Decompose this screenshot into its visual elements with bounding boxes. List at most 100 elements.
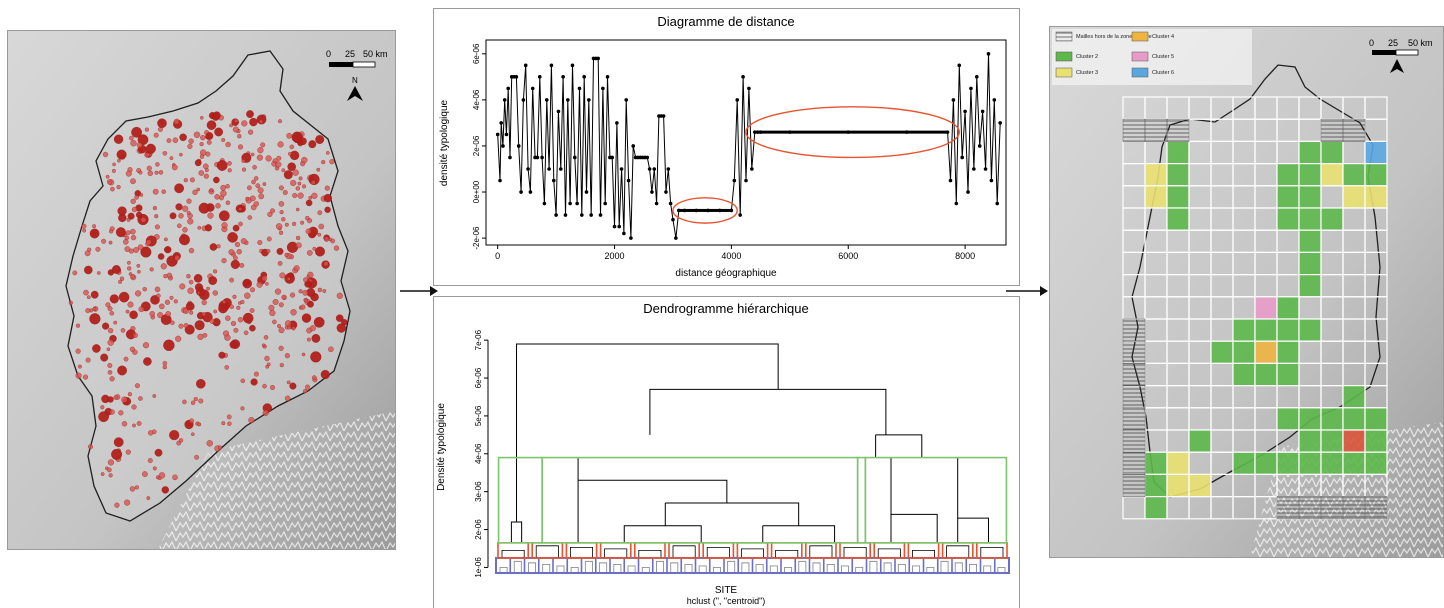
data-point (617, 224, 622, 229)
grid-cell (1276, 362, 1300, 387)
site-point (87, 247, 92, 252)
site-point (147, 170, 153, 177)
site-point (277, 141, 284, 148)
site-point (301, 156, 308, 164)
y-tick-label: 4e-06 (474, 443, 483, 464)
site-point (116, 185, 121, 190)
leaf-branch (997, 566, 1006, 573)
site-point (152, 394, 157, 398)
site-point (105, 174, 110, 179)
series-line (497, 53, 1001, 239)
site-point (336, 323, 346, 333)
dendrogram-chart: Dendrogramme hiérarchique Densité typolo… (436, 301, 1010, 606)
grid-cell (1298, 207, 1322, 231)
site-point (213, 176, 220, 184)
out-of-area-cell (1122, 474, 1146, 497)
grid-cell (1144, 496, 1168, 520)
site-point (72, 270, 78, 276)
site-point (127, 266, 132, 271)
site-point (136, 421, 142, 426)
site-point (162, 360, 168, 366)
dendrogram-branches (495, 343, 1010, 575)
site-point (107, 327, 114, 334)
site-point (256, 281, 263, 288)
data-point (960, 155, 964, 160)
method-label: hclust (", "centroid") (687, 596, 766, 606)
site-point (89, 313, 101, 325)
site-point (246, 110, 254, 118)
site-point (278, 327, 285, 334)
cluster-branch (843, 546, 867, 558)
site-point (297, 181, 302, 186)
site-point (199, 289, 210, 301)
site-point (278, 201, 285, 207)
site-point (102, 151, 109, 158)
x-tick-label: 6000 (838, 251, 858, 261)
data-point (846, 130, 851, 134)
site-point (315, 135, 325, 144)
cluster-grid (1122, 96, 1388, 520)
cut-box-red (975, 542, 1008, 559)
leaf-branch (812, 562, 821, 573)
site-point (321, 160, 326, 165)
site-point (290, 179, 297, 187)
site-point (185, 301, 195, 311)
site-point (247, 185, 252, 191)
site-point (233, 255, 238, 261)
cut-box-red (941, 542, 974, 559)
out-of-area-cell (1320, 496, 1344, 520)
site-point (262, 182, 267, 186)
site-point (250, 287, 255, 293)
site-point (123, 356, 129, 362)
leaf-branch (826, 563, 835, 573)
legend-background (1052, 29, 1252, 85)
site-point (145, 239, 152, 245)
site-point (198, 398, 204, 404)
grid-cell (1320, 163, 1344, 187)
site-point (316, 167, 321, 172)
grid-cell (1364, 163, 1388, 187)
site-point (317, 287, 323, 293)
site-point (229, 304, 234, 310)
data-point (631, 144, 636, 148)
site-point (221, 222, 228, 229)
site-point (169, 295, 174, 300)
data-point (661, 114, 666, 118)
site-point (186, 274, 191, 279)
site-point (138, 170, 143, 175)
site-point (209, 243, 218, 251)
chart-title: Dendrogramme hiérarchique (643, 301, 808, 316)
site-point (287, 277, 291, 281)
out-of-area-cell (1122, 340, 1146, 364)
upper-branch (510, 521, 523, 543)
data-point (615, 121, 619, 125)
site-point (178, 438, 184, 443)
grid-cell (1144, 451, 1168, 476)
site-point (228, 249, 235, 256)
site-point (107, 363, 113, 368)
site-point (106, 467, 112, 473)
data-point (498, 178, 502, 183)
data-point (551, 178, 556, 183)
data-point (744, 178, 748, 183)
site-point (301, 313, 312, 323)
site-point (125, 170, 132, 177)
legend-swatch (1055, 67, 1073, 78)
grid-cell (1298, 140, 1322, 165)
data-point (717, 208, 722, 213)
site-point (253, 371, 259, 377)
site-point (288, 152, 292, 156)
site-point (161, 486, 169, 494)
data-point (738, 213, 742, 217)
cut-box-green (856, 456, 867, 544)
grid-cell (1298, 451, 1322, 476)
site-point (292, 193, 298, 198)
site-point (306, 337, 311, 342)
data-point (629, 236, 633, 240)
data-point (969, 86, 973, 91)
site-point (309, 325, 316, 332)
site-point (162, 364, 167, 370)
grid-cell (1144, 163, 1168, 187)
grid-cell (1298, 318, 1322, 342)
site-point (249, 324, 256, 332)
